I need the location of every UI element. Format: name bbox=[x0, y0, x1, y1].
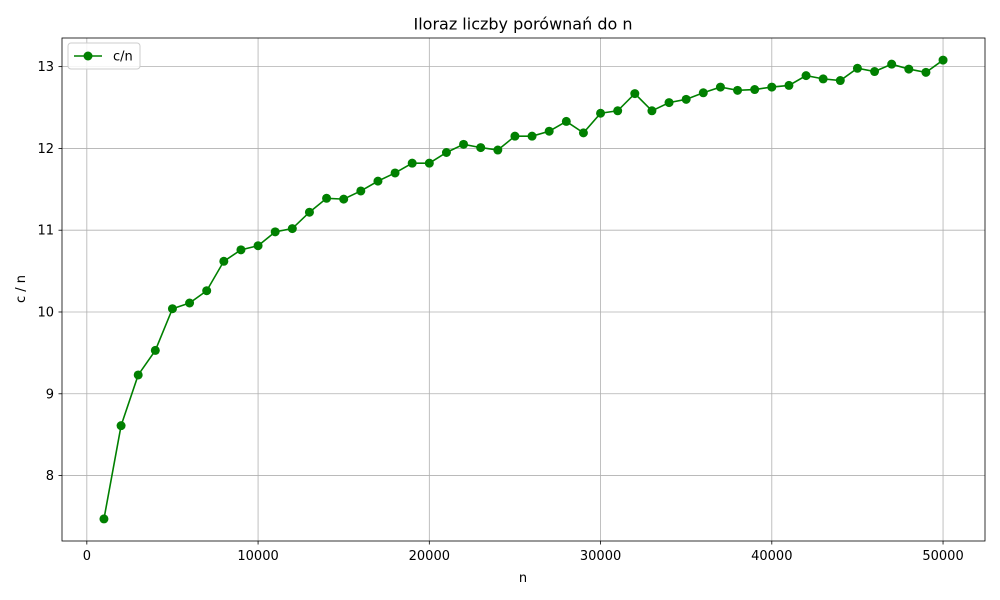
data-point bbox=[441, 148, 451, 158]
data-point bbox=[647, 106, 657, 116]
grid bbox=[62, 38, 985, 541]
data-point bbox=[219, 256, 229, 266]
x-tick-label: 10000 bbox=[237, 549, 278, 564]
data-point bbox=[921, 67, 931, 77]
x-tick-label: 50000 bbox=[922, 549, 963, 564]
data-point bbox=[476, 143, 486, 153]
data-point bbox=[544, 126, 554, 136]
data-point bbox=[801, 71, 811, 81]
data-point bbox=[561, 116, 571, 126]
data-point bbox=[493, 145, 503, 155]
data-point bbox=[750, 85, 760, 95]
data-point bbox=[715, 82, 725, 92]
data-point bbox=[133, 370, 143, 380]
data-point bbox=[116, 421, 126, 431]
legend: c/n bbox=[67, 42, 141, 70]
data-point bbox=[835, 76, 845, 86]
y-tick-label: 10 bbox=[37, 305, 54, 320]
plot-frame bbox=[61, 37, 986, 542]
data-point bbox=[236, 245, 246, 255]
y-tick-label: 13 bbox=[37, 60, 54, 75]
data-point bbox=[852, 63, 862, 73]
y-tick-label: 11 bbox=[37, 224, 54, 239]
data-point bbox=[270, 227, 280, 237]
data-point bbox=[870, 67, 880, 77]
data-point bbox=[664, 98, 674, 108]
data-point bbox=[322, 193, 332, 203]
data-point bbox=[339, 194, 349, 204]
legend-marker-swatch bbox=[83, 51, 93, 61]
y-tick-label: 8 bbox=[46, 469, 54, 484]
series-layer bbox=[99, 55, 948, 524]
data-point bbox=[733, 85, 743, 95]
data-point bbox=[459, 139, 469, 149]
chart-title: Iloraz liczby porównań do n bbox=[413, 15, 632, 34]
x-tick-label: 30000 bbox=[580, 549, 621, 564]
y-tick-label: 9 bbox=[46, 387, 54, 402]
data-point bbox=[424, 158, 434, 168]
x-tick-label: 40000 bbox=[751, 549, 792, 564]
data-point bbox=[613, 106, 623, 116]
y-axis-label: c / n bbox=[14, 275, 29, 303]
legend-box bbox=[67, 42, 141, 70]
data-point bbox=[596, 108, 606, 118]
data-point bbox=[887, 59, 897, 69]
data-point bbox=[304, 207, 314, 217]
data-point bbox=[938, 55, 948, 65]
data-point bbox=[784, 80, 794, 90]
data-point bbox=[510, 131, 520, 141]
legend-label: c/n bbox=[113, 50, 133, 65]
data-point bbox=[99, 514, 109, 524]
data-point bbox=[630, 89, 640, 99]
data-point bbox=[373, 176, 383, 186]
data-point bbox=[150, 345, 160, 355]
data-point bbox=[818, 74, 828, 84]
data-point bbox=[202, 286, 212, 296]
data-point bbox=[578, 128, 588, 138]
data-point bbox=[407, 158, 417, 168]
x-tick-label: 20000 bbox=[409, 549, 450, 564]
data-point bbox=[904, 64, 914, 74]
data-point bbox=[185, 298, 195, 308]
data-point bbox=[767, 82, 777, 92]
data-point bbox=[253, 241, 263, 251]
series-line bbox=[103, 59, 944, 520]
data-point bbox=[698, 88, 708, 98]
axes: 0 10000 20000 30000 40000 50000 8 9 10 11 12 13 bbox=[37, 37, 986, 564]
data-point bbox=[167, 304, 177, 314]
x-axis-label: n bbox=[519, 571, 527, 586]
data-point bbox=[527, 131, 537, 141]
x-tick-label: 0 bbox=[83, 549, 91, 564]
data-point bbox=[390, 168, 400, 178]
y-tick-label: 12 bbox=[37, 142, 54, 157]
data-point bbox=[681, 94, 691, 104]
data-point bbox=[356, 186, 366, 196]
data-point bbox=[287, 224, 297, 234]
